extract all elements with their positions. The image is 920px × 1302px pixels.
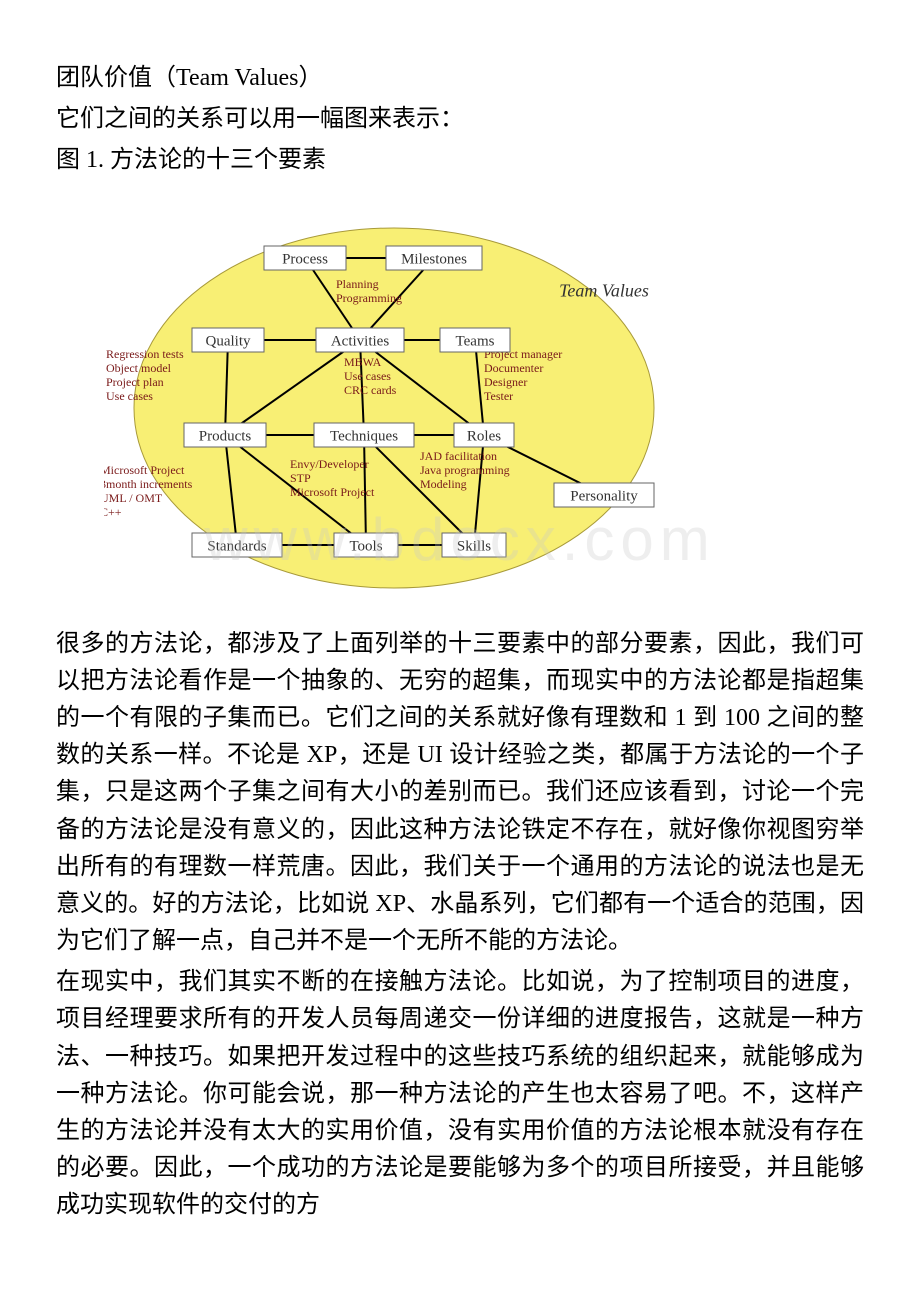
diagram-container: PlanningProgramming Regression testsObjec…: [56, 198, 864, 608]
svg-text:Products: Products: [199, 428, 252, 444]
svg-text:Roles: Roles: [467, 428, 501, 444]
svg-text:Java programming: Java programming: [420, 463, 510, 477]
methodology-diagram: PlanningProgramming Regression testsObjec…: [104, 198, 684, 608]
svg-text:Tester: Tester: [484, 389, 513, 403]
svg-text:Planning: Planning: [336, 277, 379, 291]
svg-text:Activities: Activities: [331, 333, 389, 349]
header-line-2: 它们之间的关系可以用一幅图来表示：: [56, 101, 864, 138]
svg-text:Envy/Developer: Envy/Developer: [290, 457, 369, 471]
svg-text:CRC cards: CRC cards: [344, 383, 397, 397]
svg-text:Quality: Quality: [206, 333, 251, 349]
svg-text:3month increments: 3month increments: [104, 477, 193, 491]
paragraph-1: 很多的方法论，都涉及了上面列举的十三要素中的部分要素，因此，我们可以把方法论看作…: [56, 626, 864, 961]
svg-text:JAD facilitation: JAD facilitation: [420, 449, 497, 463]
svg-text:Personality: Personality: [570, 488, 638, 504]
svg-text:Designer: Designer: [484, 375, 527, 389]
svg-text:MBWA: MBWA: [344, 355, 382, 369]
svg-text:Standards: Standards: [207, 538, 266, 554]
svg-text:UML / OMT: UML / OMT: [104, 491, 163, 505]
svg-text:Milestones: Milestones: [401, 251, 467, 267]
svg-text:Microsoft Project: Microsoft Project: [104, 463, 185, 477]
paragraph-2: 在现实中，我们其实不断的在接触方法论。比如说，为了控制项目的进度，项目经理要求所…: [56, 964, 864, 1224]
svg-text:Teams: Teams: [456, 333, 495, 349]
svg-text:Microsoft Project: Microsoft Project: [290, 485, 375, 499]
svg-text:Use cases: Use cases: [106, 389, 153, 403]
svg-text:Skills: Skills: [457, 538, 491, 554]
svg-text:Use cases: Use cases: [344, 369, 391, 383]
svg-text:Techniques: Techniques: [330, 428, 398, 444]
svg-text:STP: STP: [290, 471, 311, 485]
svg-text:Team Values: Team Values: [559, 280, 649, 300]
svg-text:Process: Process: [282, 251, 328, 267]
svg-text:Project plan: Project plan: [106, 375, 164, 389]
svg-text:Object model: Object model: [106, 361, 172, 375]
svg-text:Programming: Programming: [336, 291, 402, 305]
svg-text:Tools: Tools: [349, 538, 382, 554]
header-line-1: 团队价值（Team Values）: [56, 60, 864, 97]
svg-text:Documenter: Documenter: [484, 361, 543, 375]
svg-text:Regression tests: Regression tests: [106, 347, 184, 361]
svg-text:Modeling: Modeling: [420, 477, 467, 491]
figure-caption: 图 1. 方法论的十三个要素: [56, 142, 864, 179]
svg-text:C++: C++: [104, 505, 122, 519]
diagram-svg: PlanningProgramming Regression testsObjec…: [104, 198, 684, 608]
